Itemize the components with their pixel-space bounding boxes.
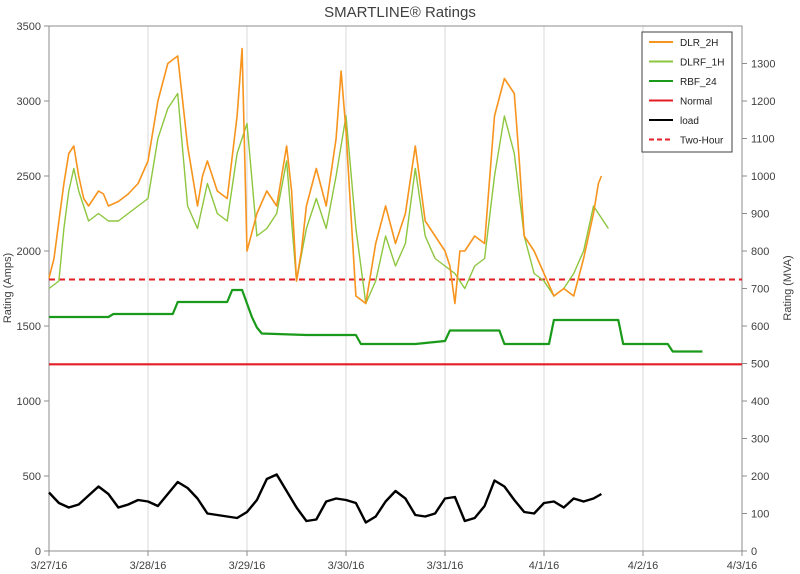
y-tick-label: 2500 <box>17 171 41 183</box>
x-tick-label: 4/1/16 <box>529 560 560 572</box>
series-layer <box>48 47 742 524</box>
y-tick-label: 1500 <box>17 321 41 333</box>
y2-tick-label: 500 <box>751 359 769 371</box>
x-axis-ticks: 3/27/16 3/28/16 3/29/16 3/30/16 3/31/16 4/1/1… <box>31 551 758 572</box>
series-line-dlr-2h <box>48 47 603 305</box>
y-tick-label: 3000 <box>17 96 41 108</box>
y-tick-label: 500 <box>23 471 41 483</box>
chart-title: SMARTLINE® Ratings <box>324 4 476 21</box>
y2-tick-label: 900 <box>751 209 769 221</box>
y2-tick-label: 100 <box>751 509 769 521</box>
legend-label-dlrf-1h: DLRF_1H <box>680 58 724 69</box>
y2-tick-label: 1000 <box>751 171 775 183</box>
legend-label-two-hour: Two-Hour <box>680 136 724 147</box>
legend-label-rbf-24: RBF_24 <box>680 77 717 88</box>
x-tick-label: 4/2/16 <box>628 560 659 572</box>
legend: DLR_2H DLRF_1H RBF_24 Normal load Two-Hour <box>641 31 733 153</box>
y2-axis-label: Rating (MVA) <box>782 255 794 320</box>
legend-box <box>641 31 733 153</box>
y2-tick-label: 1300 <box>751 59 775 71</box>
y2-tick-label: 1100 <box>751 134 775 146</box>
y2-axis-ticks: 0 100 200 300 400 500 600 700 800 900 1000 1100 1200… <box>742 59 775 558</box>
y2-tick-label: 700 <box>751 284 769 296</box>
y2-tick-label: 1200 <box>751 96 775 108</box>
y2-tick-label: 800 <box>751 246 769 258</box>
y-tick-label: 3500 <box>17 21 41 33</box>
y2-tick-label: 200 <box>751 471 769 483</box>
y-axis-ticks: 0 500 1000 1500 2000 2500 3000 3500 <box>17 21 49 558</box>
x-tick-label: 3/29/16 <box>229 560 266 572</box>
y2-tick-label: 300 <box>751 434 769 446</box>
x-tick-label: 3/27/16 <box>31 560 68 572</box>
legend-label-dlr-2h: DLR_2H <box>680 38 718 49</box>
series-line-load <box>48 473 602 524</box>
x-tick-label: 3/30/16 <box>328 560 365 572</box>
x-tick-label: 4/3/16 <box>727 560 758 572</box>
series-line-rbf-24 <box>49 288 703 353</box>
y-tick-label: 1000 <box>17 396 41 408</box>
y-tick-label: 0 <box>35 546 41 558</box>
x-tick-label: 3/28/16 <box>130 560 167 572</box>
y-axis-label: Rating (Amps) <box>2 253 14 323</box>
y2-tick-label: 0 <box>751 546 757 558</box>
series-line-dlrf-1h <box>48 92 609 305</box>
y2-tick-label: 600 <box>751 321 769 333</box>
legend-label-normal: Normal <box>680 97 712 108</box>
x-tick-label: 3/31/16 <box>427 560 464 572</box>
y2-tick-label: 400 <box>751 396 769 408</box>
legend-label-load: load <box>680 116 699 127</box>
y-tick-label: 2000 <box>17 246 41 258</box>
